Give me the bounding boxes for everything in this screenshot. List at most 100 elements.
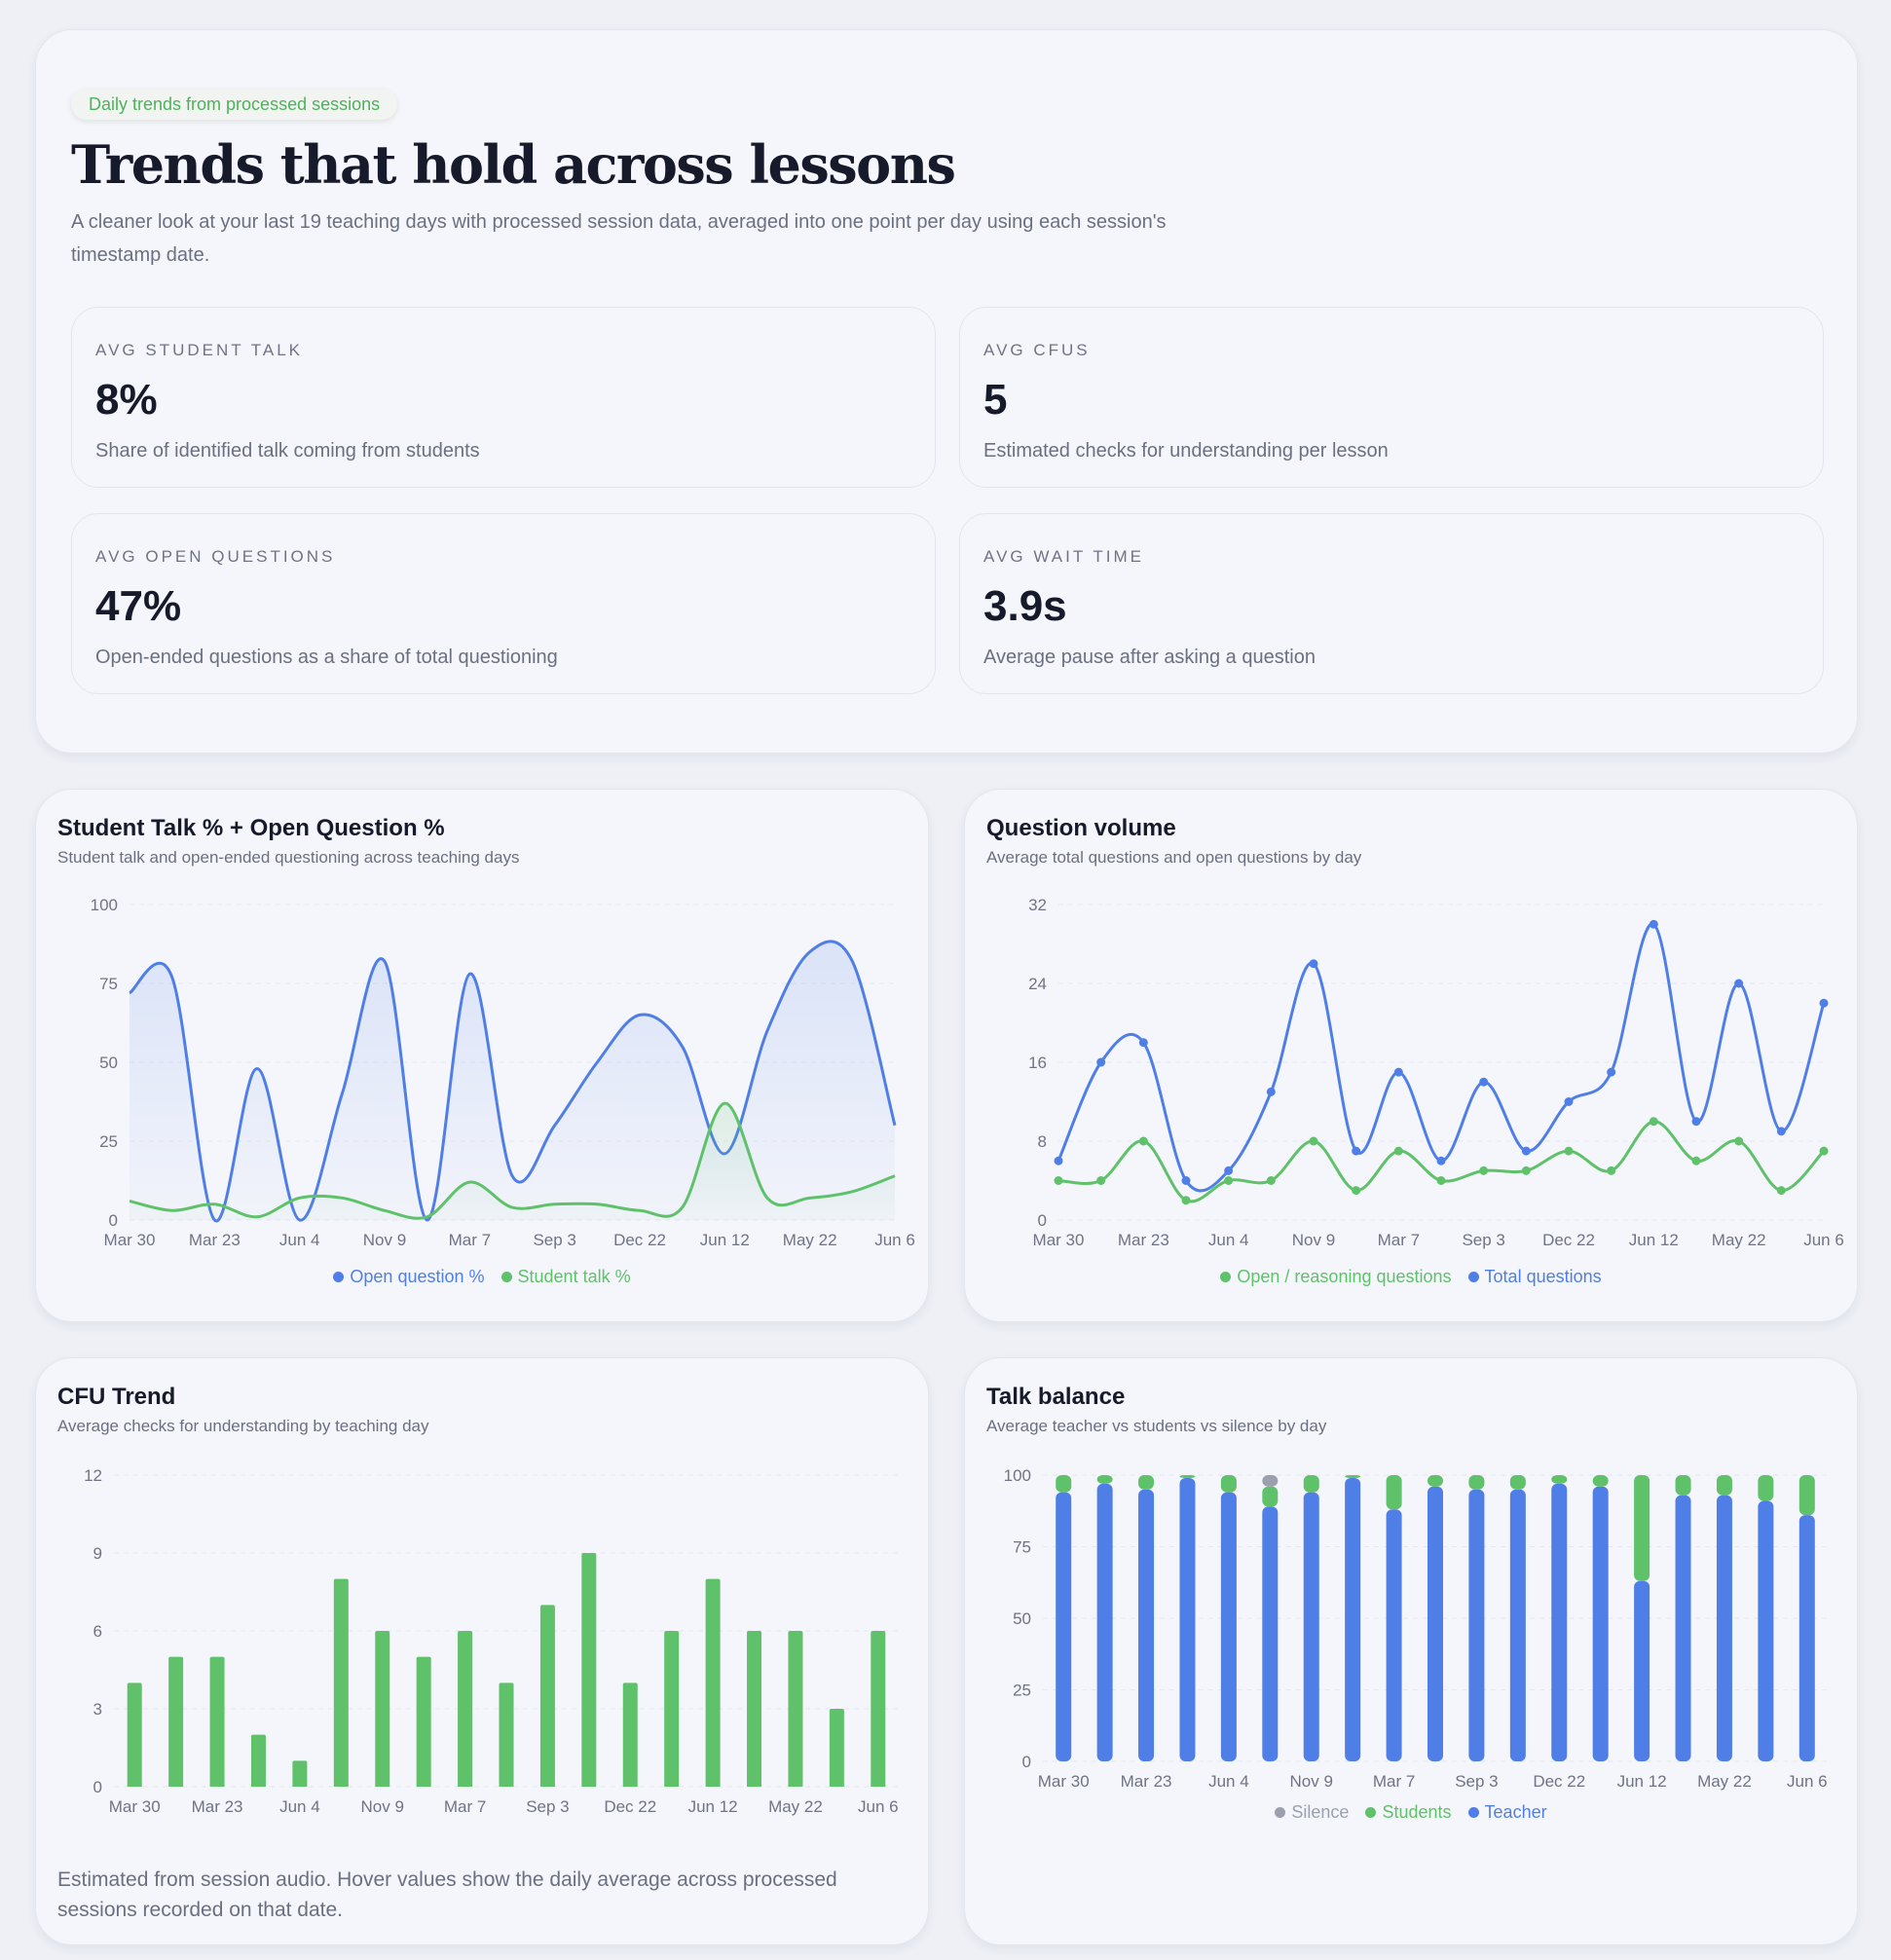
data-point [466,971,472,977]
bar-segment-students [1428,1475,1443,1487]
bar [499,1683,514,1787]
bar [292,1760,308,1787]
x-tick-label: Mar 23 [192,1797,243,1816]
x-tick-label: Jun 12 [1629,1231,1679,1249]
legend-item-teacher[interactable]: Teacher [1467,1802,1547,1822]
bar-segment-teacher [1592,1486,1609,1761]
bar [127,1683,142,1787]
talk-open-chart: 0 25 50 75 100 Mar 30 Mar 23 Jun 4 Nov 9 Mar 7 Sep… [91,896,915,1249]
chart-legend: Open / reasoning questions Total questio… [965,1267,1857,1287]
data-point [466,1179,472,1185]
bar-segment-teacher [1468,1489,1485,1761]
stat-label: AVG STUDENT TALK [95,341,304,359]
page-description: A cleaner look at your last 19 teaching … [71,211,1167,266]
x-tick-label: Jun 6 [858,1797,899,1816]
bar-segment-students [1386,1475,1402,1510]
legend-label: Silence [1291,1802,1350,1822]
x-tick-label: Jun 6 [1803,1231,1844,1249]
x-tick-label: Mar 7 [449,1231,491,1249]
x-tick-label: Mar 30 [1033,1231,1085,1249]
data-point [1691,1117,1701,1127]
x-tick-label: May 22 [1712,1231,1766,1249]
chart-subtitle: Average checks for understanding by teac… [57,1417,429,1435]
bar-segment-students [1345,1475,1361,1478]
chart-card-talk-balance: Talk balance Average teacher vs students… [964,1357,1858,1945]
data-point [211,1202,217,1207]
data-point [1521,1146,1531,1156]
stat-card-wait-time: AVG WAIT TIME 3.9s Average pause after a… [959,513,1824,694]
bar-segment-teacher [1428,1486,1443,1761]
data-point [680,1044,686,1050]
bar [747,1631,762,1787]
bar-segment-students [1798,1475,1815,1516]
bar [705,1578,721,1787]
bar [622,1683,638,1787]
data-point [1138,1038,1148,1048]
data-point [849,1189,855,1195]
data-point [594,1202,600,1207]
stat-description: Open-ended questions as a share of total… [95,647,558,668]
x-tick-label: Mar 7 [1373,1772,1415,1791]
stat-label: AVG WAIT TIME [983,547,1144,566]
data-point [722,1100,727,1106]
chart-title: Question volume [986,815,1176,841]
data-point [1819,1146,1829,1156]
data-point [382,958,388,964]
chart-card-question-volume: Question volume Average total questions … [964,789,1858,1322]
series-line [129,940,897,1223]
y-tick-label: 50 [99,1054,118,1072]
bar-segment-students [1758,1475,1774,1501]
legend-item-students[interactable]: Students [1365,1802,1452,1822]
data-point [1479,1165,1489,1175]
bar-segment-students [1138,1475,1155,1490]
bar-segment-students [1096,1475,1113,1484]
x-tick-label: Jun 12 [700,1231,750,1249]
legend-item-silence[interactable]: Silence [1275,1802,1349,1822]
question-volume-chart: 0 8 16 24 32 Mar 30 Mar 23 Jun 4 Nov 9 Mar 7 Sep 3… [1028,896,1844,1249]
y-tick-label: 25 [1013,1682,1031,1700]
x-tick-label: Mar 7 [444,1797,486,1816]
legend-item-open-question[interactable]: Open question % [333,1267,485,1286]
talk-balance-chart: 0 25 50 75 100 Mar 30 Mar 23 Jun 4 Nov 9 Mar 7 Sep… [1004,1466,1828,1791]
legend-item-open-reasoning[interactable]: Open / reasoning questions [1220,1267,1452,1286]
data-point [1819,998,1829,1008]
legend-item-student-talk[interactable]: Student talk % [501,1267,631,1286]
bar-segment-students [1592,1475,1609,1487]
data-point [254,1214,260,1220]
x-tick-label: Dec 22 [1533,1772,1585,1791]
data-point [254,1065,260,1071]
x-tick-label: Sep 3 [1462,1231,1504,1249]
data-point [807,949,813,955]
x-tick-label: Mar 23 [189,1231,241,1249]
chart-title: Student Talk % + Open Question % [57,815,445,841]
bar-segment-teacher [1179,1477,1196,1761]
x-tick-label: Mar 30 [109,1797,161,1816]
legend-item-total-questions[interactable]: Total questions [1467,1267,1602,1286]
legend-dot [333,1272,345,1282]
data-point [1266,1087,1276,1096]
x-tick-label: Dec 22 [604,1797,656,1816]
y-tick-label: 24 [1028,975,1047,993]
bar [539,1605,555,1787]
x-tick-label: Mar 30 [1038,1772,1090,1791]
bar-segment-students [1716,1475,1732,1496]
y-tick-label: 16 [1028,1054,1047,1072]
data-point [1436,1176,1446,1185]
x-tick-label: Dec 22 [613,1231,666,1249]
y-tick-label: 50 [1013,1609,1031,1628]
data-point [1054,1176,1063,1185]
data-point [764,1195,770,1201]
data-point [1309,959,1318,969]
data-point [169,975,175,980]
legend-label: Teacher [1484,1802,1547,1822]
y-tick-label: 32 [1028,896,1047,914]
bar-segment-students [1303,1475,1319,1493]
bar-segment-students [1262,1486,1279,1507]
data-point [509,1204,515,1210]
chart-legend: Open question % Student talk % [36,1267,928,1287]
data-point [1096,1057,1106,1067]
data-point [127,990,132,996]
stat-value: 47% [95,582,182,630]
bar [375,1631,390,1787]
bar-segment-teacher [1634,1580,1650,1761]
